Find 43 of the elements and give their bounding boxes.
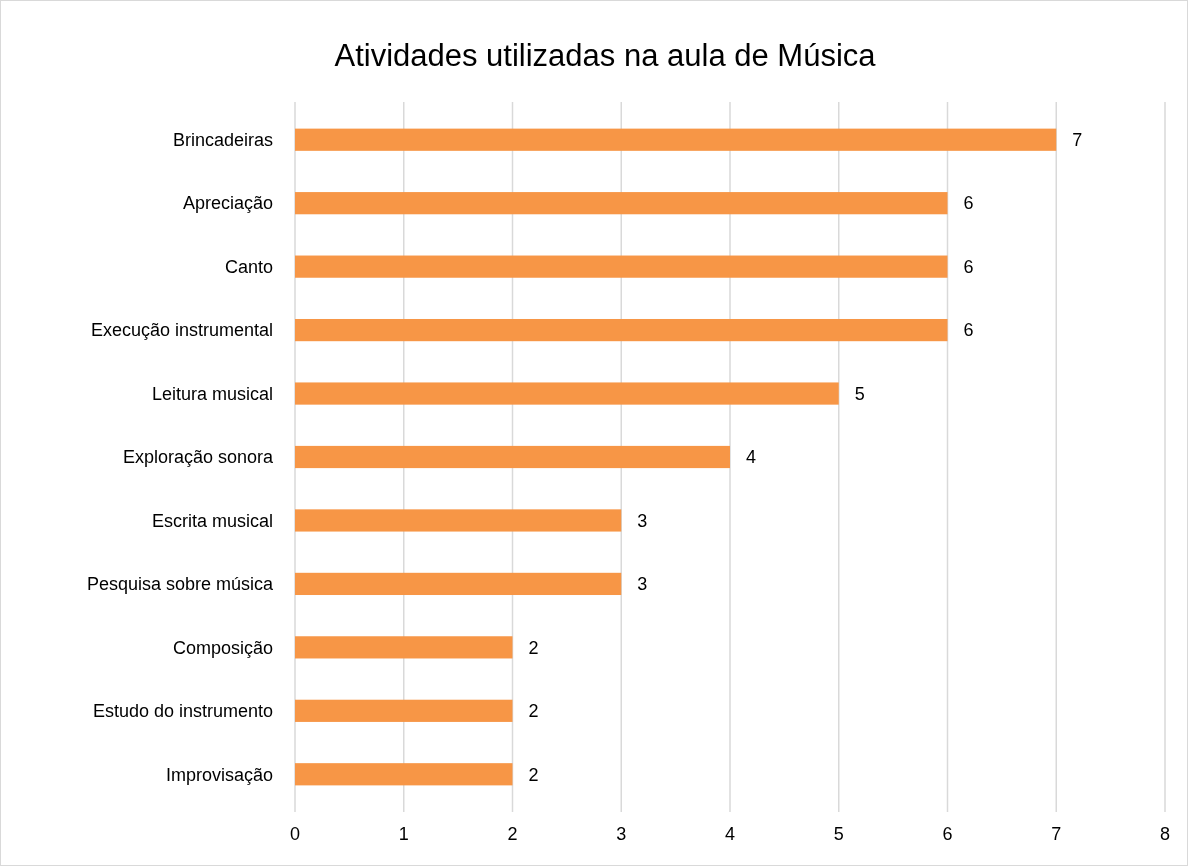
data-label: 3: [637, 574, 648, 595]
data-label: 2: [528, 637, 539, 658]
x-tick-label: 3: [616, 824, 627, 844]
y-tick-label: Pesquisa sobre música: [86, 574, 274, 595]
x-tick-label: 1: [398, 824, 409, 844]
y-tick-label: Brincadeiras: [172, 130, 273, 151]
x-tick-label: 5: [833, 824, 844, 844]
y-tick-label: Estudo do instrumento: [92, 701, 273, 722]
y-tick-label: Canto: [224, 256, 273, 277]
data-label: 6: [963, 320, 974, 341]
y-tick-label: Execução instrumental: [90, 320, 273, 341]
y-tick-label: Escrita musical: [151, 510, 273, 531]
x-tick-label: 0: [289, 824, 301, 844]
x-tick-label: 4: [724, 824, 736, 844]
y-tick-label: Apreciação: [182, 193, 273, 214]
bar: [295, 128, 1057, 151]
bar: [295, 636, 513, 659]
bar: [295, 763, 513, 786]
data-label: 6: [963, 193, 974, 214]
y-tick-label: Exploração sonora: [122, 447, 274, 468]
data-label: 6: [963, 256, 974, 277]
y-tick-label: Composição: [172, 637, 273, 658]
chart-title: Atividades utilizadas na aula de Música: [334, 38, 877, 73]
bar: [295, 255, 948, 278]
x-tick-label: 8: [1159, 824, 1171, 844]
bar: [295, 509, 622, 532]
x-tick-label: 2: [507, 824, 518, 844]
y-tick-label: Leitura musical: [151, 383, 273, 404]
data-label: 3: [637, 510, 648, 531]
data-label: 2: [528, 701, 539, 722]
x-tick-label: 7: [1051, 824, 1062, 844]
y-tick-label: Improvisação: [165, 764, 273, 785]
bar: [295, 318, 948, 342]
data-label: 2: [528, 764, 539, 785]
bar: [295, 572, 622, 596]
bar: [295, 192, 948, 215]
data-label: 5: [854, 383, 865, 404]
bar: [295, 699, 513, 722]
bar: [295, 382, 839, 405]
data-label: 7: [1072, 130, 1083, 151]
data-label: 4: [746, 447, 757, 468]
bar: [295, 445, 730, 469]
x-tick-label: 6: [942, 824, 953, 844]
